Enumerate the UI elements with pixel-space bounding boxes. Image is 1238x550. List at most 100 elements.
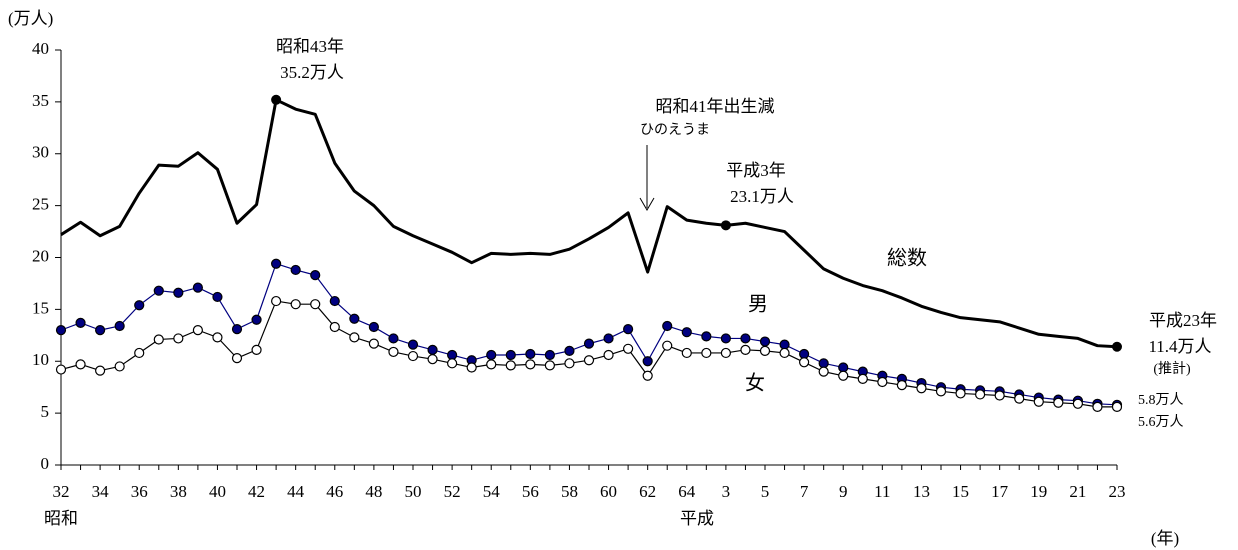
series-label: 女 [745,372,765,395]
annotation: 5.8万人 [1138,392,1184,408]
data-point [231,353,243,364]
era-label: 昭和 [44,509,78,528]
y-tick-label: 20 [32,246,49,265]
data-point [583,338,595,349]
data-point [720,333,731,344]
data-point [681,327,692,338]
y-tick-label: 25 [32,195,49,214]
data-point [427,354,438,365]
y-tick-label: 0 [41,454,50,473]
data-point [95,365,106,376]
x-tick-label: 11 [874,482,890,501]
data-point [134,300,145,311]
data-point [642,370,653,381]
x-tick-label: 21 [1069,482,1086,501]
data-point [623,343,634,354]
data-point [173,287,184,298]
data-point [134,347,145,359]
data-point [525,348,536,360]
data-point [466,362,477,373]
x-tick-label: 15 [952,482,969,501]
data-point [486,349,497,361]
data-point [407,339,419,350]
data-point [720,347,731,359]
data-point [75,359,86,370]
data-point [818,358,829,369]
data-point [759,345,771,356]
annotation: 23.1万人 [730,187,794,206]
data-point [55,325,67,336]
data-point [623,323,634,335]
data-point [583,355,595,366]
y-tick-label: 35 [32,91,49,110]
data-point [329,295,340,307]
data-point [779,339,790,350]
data-point [955,388,966,399]
data-point [740,333,751,344]
data-point [486,359,497,370]
x-tick-label: 58 [561,482,578,501]
annotation: (推計) [1153,361,1191,377]
data-point [447,358,458,369]
data-point [564,358,575,369]
data-point [896,380,907,391]
data-point [701,347,712,359]
data-point [427,344,438,355]
series-label: 男 [748,294,768,316]
data-point [603,349,614,361]
series-label: 総数 [887,247,927,270]
data-point [759,336,771,347]
x-tick-label: 38 [170,482,187,501]
data-point [779,347,790,359]
x-tick-label: 5 [761,482,770,501]
data-point [916,383,927,394]
highlight-point [720,220,731,231]
data-point [525,359,536,370]
highlight-point [271,94,282,105]
annotation: 昭和43年 [276,37,344,56]
x-tick-label: 19 [1030,482,1047,501]
data-point [192,325,203,336]
data-point [95,325,106,336]
annotation: 35.2万人 [280,63,344,82]
x-tick-label: 62 [639,482,656,501]
x-tick-label: 44 [287,482,305,501]
era-label: 平成 [680,509,714,528]
data-point [681,347,692,359]
data-point [388,346,399,358]
data-point [349,313,360,324]
data-point [55,364,67,375]
arrow-head [639,197,655,211]
data-point [114,361,125,372]
data-point [818,366,829,377]
x-tick-label: 42 [248,482,265,501]
data-point [564,345,575,356]
data-point [114,320,125,332]
data-point [153,285,164,296]
y-tick-label: 40 [32,39,49,58]
x-tick-label: 34 [92,482,110,501]
highlight-point [1112,341,1122,352]
data-point [838,362,849,373]
data-point [799,357,810,368]
data-point [368,338,379,349]
data-point [1014,393,1025,404]
x-tick-label: 36 [131,482,148,501]
data-point [212,332,223,343]
x-tick-label: 56 [522,482,539,501]
data-point [975,389,986,400]
annotation: 5.6万人 [1138,414,1184,430]
data-point [544,360,555,371]
data-point [994,390,1005,401]
data-point [877,376,888,388]
data-point [271,295,282,307]
x-tick-label: 40 [209,482,226,501]
data-point [662,340,673,351]
y-unit: (万人) [8,9,53,28]
x-tick-label: 52 [444,482,461,501]
data-point [1072,398,1083,409]
data-point [1111,401,1123,412]
data-point [1092,401,1103,412]
data-point [505,349,516,361]
